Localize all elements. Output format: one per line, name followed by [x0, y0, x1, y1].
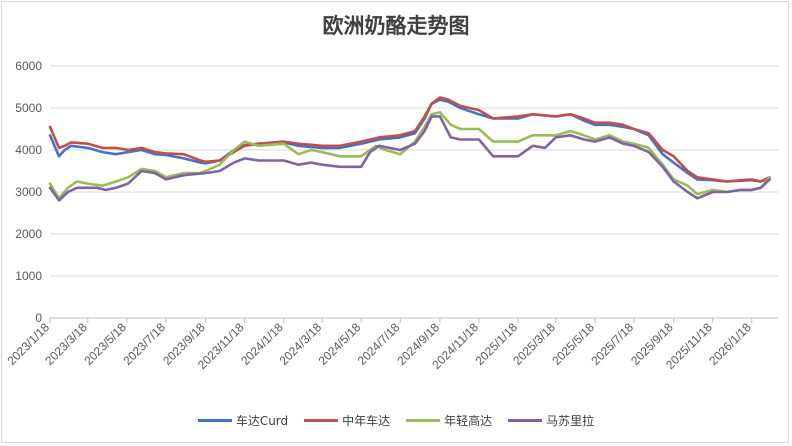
legend-label: 马苏里拉: [546, 414, 595, 428]
y-tick-label: 5000: [15, 101, 42, 115]
y-tick-label: 3000: [15, 185, 42, 199]
x-tick-label: 2026/1/18: [706, 320, 754, 368]
x-tick-label: 2024/7/18: [355, 320, 403, 368]
series-line: [48, 115, 771, 202]
y-tick-label: 1000: [15, 269, 42, 283]
y-tick-label: 4000: [15, 143, 42, 157]
y-tick-label: 2000: [15, 227, 42, 241]
legend-swatch: [508, 419, 543, 422]
legend-swatch: [197, 419, 232, 422]
y-tick-label: 6000: [15, 59, 42, 73]
series-line: [48, 98, 771, 183]
y-tick-label: 0: [35, 311, 42, 325]
chart-legend: 车达Curd 中年车达 年轻高达 马苏里拉: [0, 412, 792, 429]
legend-label: 年轻高达: [444, 414, 493, 428]
legend-item: 马苏里拉: [508, 412, 594, 429]
legend-swatch: [304, 419, 339, 422]
legend-label: 车达Curd: [235, 414, 289, 428]
legend-item: 车达Curd: [197, 412, 289, 429]
legend-item: 年轻高达: [406, 412, 492, 429]
legend-label: 中年车达: [342, 414, 391, 428]
x-tick-label: 2025/7/18: [588, 320, 636, 368]
legend-item: 中年车达: [304, 412, 390, 429]
legend-swatch: [406, 419, 441, 422]
x-tick-label: 2023/7/18: [120, 320, 168, 368]
chart-title: 欧洲奶酪走势图: [322, 13, 470, 38]
series-line: [48, 96, 771, 183]
